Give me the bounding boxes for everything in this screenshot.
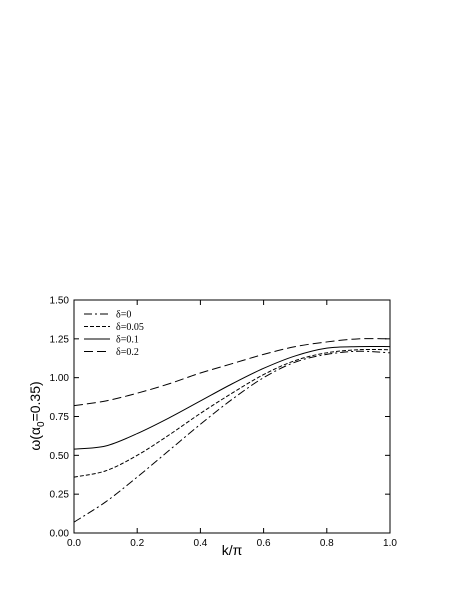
y-tick-label: 0.50 xyxy=(50,451,70,462)
x-tick-label: 0.0 xyxy=(67,538,81,549)
y-axis-label-subscript: 0 xyxy=(36,421,47,427)
x-tick-label: 1.0 xyxy=(383,538,397,549)
series-line-2 xyxy=(73,345,391,450)
x-tick-label: 0.6 xyxy=(257,538,271,549)
legend-entry-3: δ=0.2 xyxy=(116,347,139,358)
y-tick-label: 0.25 xyxy=(50,490,70,501)
y-tick-label: 1.50 xyxy=(50,296,70,307)
legend-entry-2: δ=0.1 xyxy=(116,335,139,346)
x-axis-label: k/π xyxy=(222,542,243,558)
y-axis-label: ω(α0=0.35) xyxy=(27,381,47,450)
legend-entry-1: δ=0.05 xyxy=(116,322,144,333)
x-tick-label: 0.8 xyxy=(320,538,334,549)
y-axis-label-tail: =0.35) xyxy=(27,381,43,421)
y-tick-label: 1.25 xyxy=(50,334,70,345)
series-line-1 xyxy=(73,348,391,478)
series-lines xyxy=(73,338,391,523)
legend-entry-0: δ=0 xyxy=(116,310,131,321)
x-tick-label: 0.2 xyxy=(130,538,144,549)
legend: δ=0δ=0.05 δ=0.1δ=0.2 xyxy=(84,310,144,358)
axis-ticks: 0.0 0.2 0.4 0.6 0.8 1.0 0.00 0.25 0.50 0.75 1.00 1.… xyxy=(50,296,398,550)
series-line-3 xyxy=(73,338,391,407)
series-line-0 xyxy=(73,350,391,523)
y-tick-label: 1.00 xyxy=(50,373,70,384)
y-tick-label: 0.00 xyxy=(50,529,70,540)
y-tick-label: 0.75 xyxy=(50,412,70,423)
x-tick-label: 0.4 xyxy=(193,538,207,549)
